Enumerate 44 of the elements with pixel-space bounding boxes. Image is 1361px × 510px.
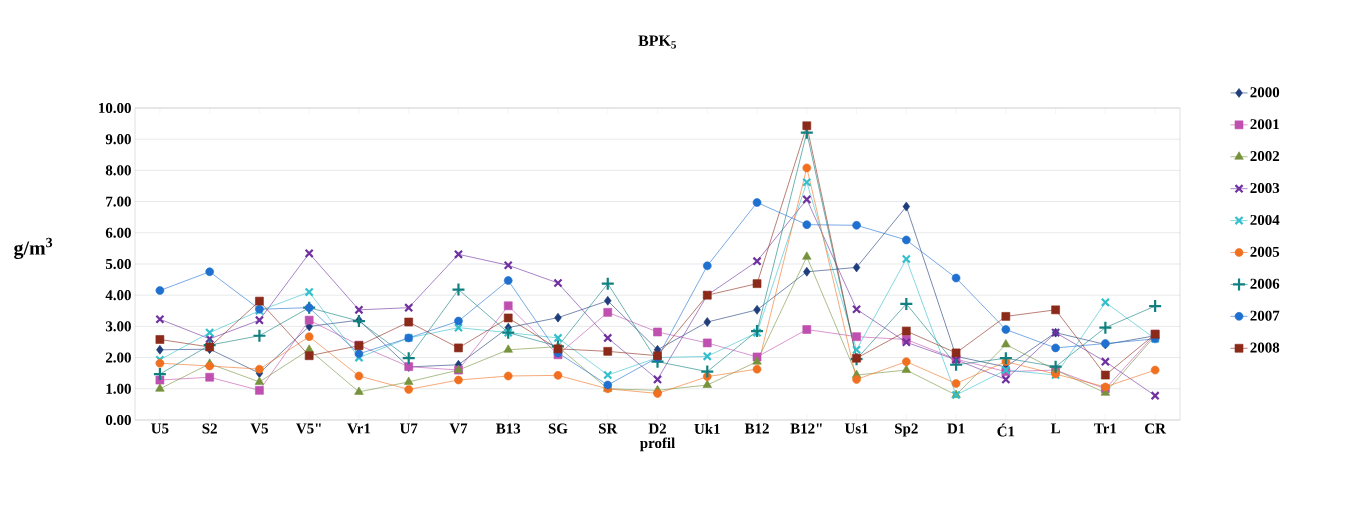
y-tick-label: 5.00	[105, 258, 131, 270]
x-tick-label: S2	[202, 423, 217, 434]
x-tick-label: Vr1	[347, 423, 371, 434]
x-tick-label: Ć1	[997, 423, 1015, 437]
x-tick-label: B12"	[790, 423, 822, 434]
x-tick-label: SG	[548, 423, 568, 434]
x-tick-label: D2	[648, 423, 666, 434]
x-axis-title: profil	[639, 437, 675, 452]
legend-label: 2004	[1250, 214, 1280, 225]
legend-label: 2008	[1250, 342, 1280, 353]
y-tick-label: 9.00	[105, 134, 131, 145]
x-tick-label: U5	[151, 423, 169, 434]
chart-title: BPK$_{5}$	[638, 35, 677, 49]
y-axis-title: g/m$^{3}$	[14, 237, 53, 259]
x-tick-label: Uk1	[694, 423, 720, 435]
y-tick-label: 10.00	[99, 102, 131, 114]
x-tick-label: V5	[250, 423, 268, 434]
x-tick-label: Sp2	[895, 423, 918, 437]
x-tick-label: CR	[1145, 423, 1167, 434]
legend-label: 2006	[1250, 278, 1280, 289]
x-tick-label: SR	[599, 423, 618, 434]
legend-label: 2000	[1250, 87, 1280, 98]
x-tick-label: U7	[399, 423, 418, 434]
x-tick-label: Us1	[844, 423, 868, 434]
y-tick-label: 2.00	[105, 352, 131, 363]
legend-label: 2002	[1250, 151, 1280, 162]
y-tick-label: 0.00	[105, 414, 131, 426]
legend-label: 2005	[1250, 246, 1280, 257]
y-tick-label: 4.00	[105, 290, 131, 301]
legend-label: 2003	[1250, 182, 1280, 194]
x-tick-label: V5"	[296, 423, 321, 434]
x-tick-label: Tr1	[1094, 423, 1117, 434]
x-tick-label: B12	[744, 423, 769, 434]
legend-label: 2001	[1250, 119, 1279, 130]
legend-label: 2007	[1250, 310, 1280, 321]
x-tick-label: D1	[947, 423, 965, 434]
y-tick-label: 1.00	[106, 383, 131, 394]
y-tick-label: 8.00	[105, 165, 131, 176]
x-tick-label: V7	[449, 423, 468, 434]
y-tick-label: 6.00	[105, 227, 131, 238]
y-tick-label: 7.00	[106, 196, 131, 207]
x-tick-label: L	[1050, 423, 1060, 434]
y-tick-label: 3.00	[105, 321, 131, 332]
x-tick-label: B13	[496, 423, 521, 434]
